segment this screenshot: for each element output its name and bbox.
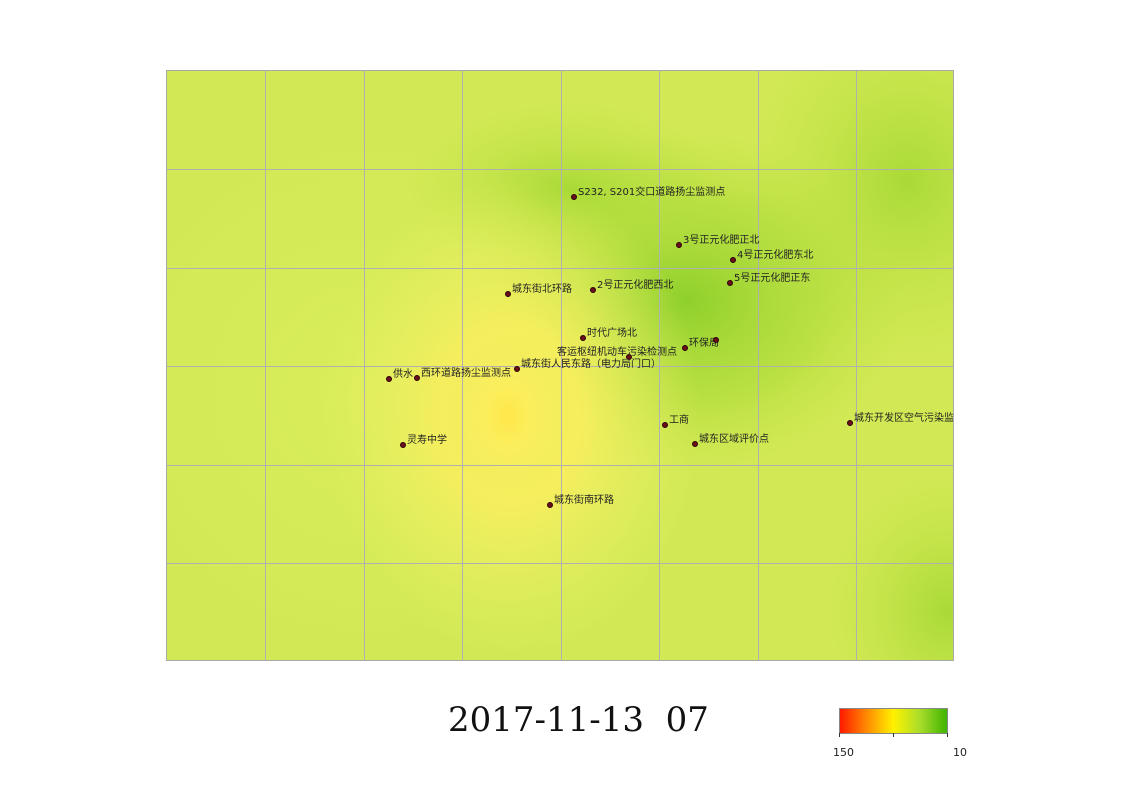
station-dot-icon: [547, 502, 553, 508]
timestamp-label: 2017-11-13 07: [448, 700, 709, 740]
station-label: 3号正元化肥正北: [683, 235, 760, 246]
station-label: 工商: [669, 415, 689, 426]
station-dot-icon: [580, 335, 586, 341]
station-dot-icon: [730, 257, 736, 263]
station-dot-icon: [713, 337, 719, 343]
station-label: 4号正元化肥东北: [737, 250, 814, 261]
station-dot-icon: [692, 441, 698, 447]
station-label: 城东区域评价点: [699, 434, 769, 445]
station-dot-icon: [727, 280, 733, 286]
station-label: 城东开发区空气污染监测点: [854, 413, 954, 424]
station-label: 2号正元化肥西北: [597, 280, 674, 291]
station-dot-icon: [847, 420, 853, 426]
station-label: 城东街南环路: [554, 495, 614, 506]
station-label: 供水: [393, 369, 413, 380]
station-dot-icon: [662, 422, 668, 428]
station-label: 灵寿中学: [407, 435, 447, 446]
station-dot-icon: [571, 194, 577, 200]
legend-tick: [893, 733, 894, 737]
station-dot-icon: [676, 242, 682, 248]
color-scale-legend: [839, 708, 948, 734]
legend-max-label: 10: [953, 746, 967, 759]
heatmap-panel[interactable]: S232, S201交口道路扬尘监测点 3号正元化肥正北 4号正元化肥东北 5号…: [166, 70, 954, 661]
station-dot-icon: [505, 291, 511, 297]
legend-tick: [839, 733, 840, 737]
legend-tick: [947, 733, 948, 737]
station-label: 客运枢纽机动车污染检测点: [557, 347, 677, 358]
station-dot-icon: [682, 345, 688, 351]
station-label: 西环道路扬尘监测点: [421, 368, 511, 379]
station-label: 城东街人民东路（电力局门口）: [521, 359, 661, 370]
station-label: 环保局: [689, 338, 719, 349]
station-label: S232, S201交口道路扬尘监测点: [578, 187, 726, 198]
station-dot-icon: [626, 354, 632, 360]
station-dot-icon: [590, 287, 596, 293]
station-dot-icon: [400, 442, 406, 448]
legend-min-label: 150: [833, 746, 854, 759]
station-dot-icon: [386, 376, 392, 382]
station-label: 时代广场北: [587, 328, 637, 339]
station-dot-icon: [414, 375, 420, 381]
station-label: 5号正元化肥正东: [734, 273, 811, 284]
station-dot-icon: [514, 366, 520, 372]
station-label: 城东街北环路: [512, 284, 572, 295]
